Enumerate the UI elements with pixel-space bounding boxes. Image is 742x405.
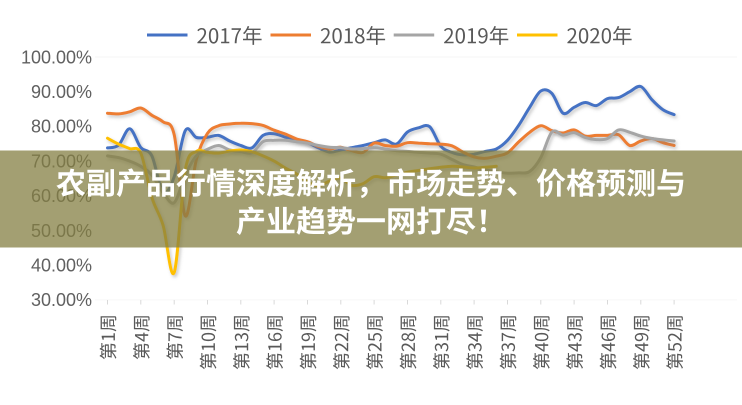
- svg-text:80.00%: 80.00%: [31, 117, 92, 137]
- svg-text:30.00%: 30.00%: [31, 290, 92, 310]
- svg-text:90.00%: 90.00%: [31, 82, 92, 102]
- svg-text:40.00%: 40.00%: [31, 256, 92, 276]
- svg-text:100.00%: 100.00%: [21, 47, 92, 67]
